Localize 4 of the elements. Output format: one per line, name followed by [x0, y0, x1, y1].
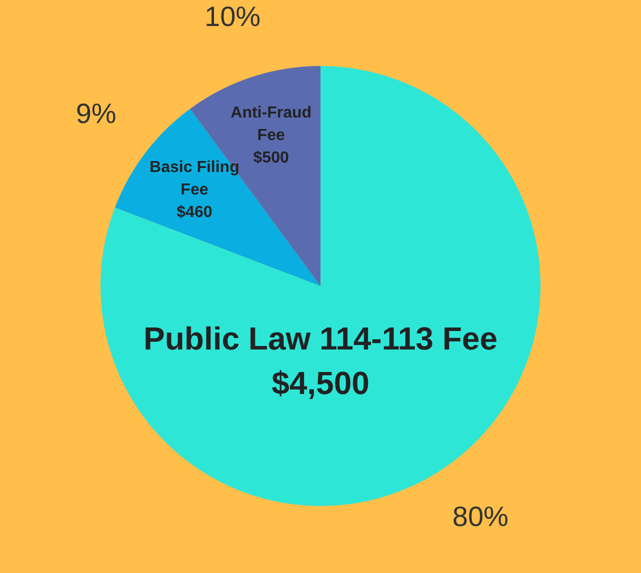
data-label: 80% [452, 500, 508, 532]
data-label: 10% [204, 0, 261, 32]
data-label: 9% [76, 98, 116, 129]
slice-label: Public Law 114-113 Fee $4,500 [144, 320, 498, 402]
